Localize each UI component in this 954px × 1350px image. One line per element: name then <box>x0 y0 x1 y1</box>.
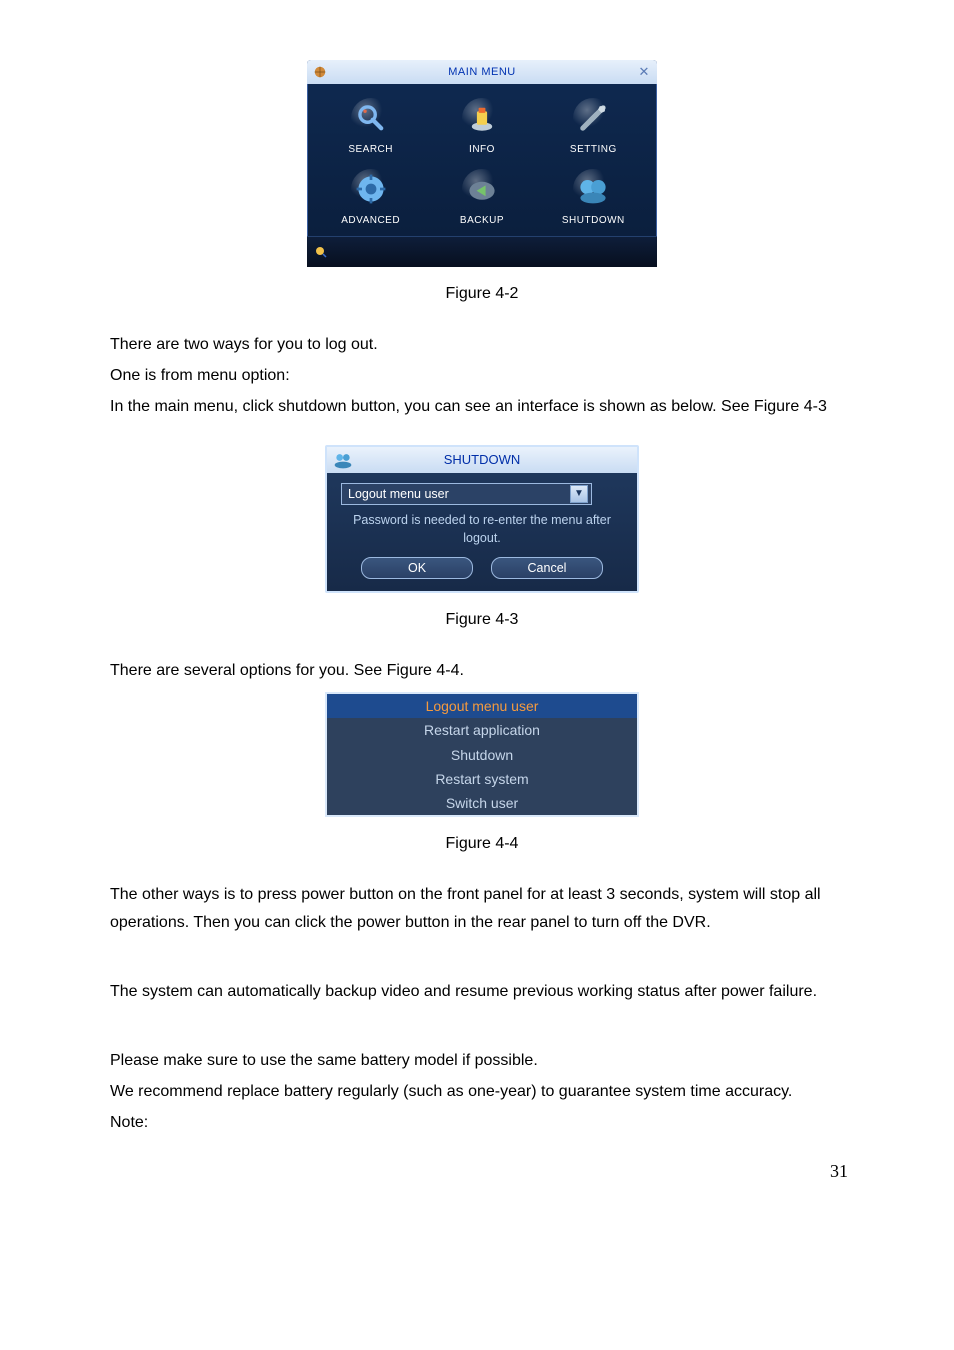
list-item-label: Logout menu user <box>426 698 539 714</box>
shutdown-message: Password is needed to re-enter the menu … <box>341 511 623 547</box>
list-item[interactable]: Shutdown <box>327 743 637 767</box>
text-line: Please make sure to use the same battery… <box>110 1047 854 1074</box>
menu-label: SHUTDOWN <box>562 215 625 226</box>
shutdown-option-select[interactable]: Logout menu user ▼ <box>341 483 592 505</box>
shutdown-icon <box>573 169 613 209</box>
text-line: In the main menu, click shutdown button,… <box>110 393 854 420</box>
options-list: Logout menu user Restart application Shu… <box>325 692 639 817</box>
text-line: One is from menu option: <box>110 362 854 389</box>
menu-item-info[interactable]: INFO <box>426 98 537 155</box>
menu-label: ADVANCED <box>341 215 400 226</box>
main-menu-title: MAIN MENU <box>329 66 635 78</box>
app-icon <box>311 63 329 81</box>
menu-item-backup[interactable]: BACKUP <box>426 169 537 226</box>
paragraph-logout-intro: There are two ways for you to log out. O… <box>110 331 854 421</box>
cancel-button[interactable]: Cancel <box>491 557 603 579</box>
menu-item-shutdown[interactable]: SHUTDOWN <box>538 169 649 226</box>
list-item-label: Restart application <box>424 722 540 738</box>
menu-item-search[interactable]: SEARCH <box>315 98 426 155</box>
close-icon[interactable]: ✕ <box>635 63 653 81</box>
main-menu-grid: SEARCH INFO SETTING <box>307 84 657 236</box>
main-menu-window: MAIN MENU ✕ SEARCH INFO <box>307 60 657 267</box>
list-item[interactable]: Restart system <box>327 767 637 791</box>
shutdown-window: SHUTDOWN Logout menu user ▼ Password is … <box>325 445 639 593</box>
page-number: 31 <box>110 1161 854 1182</box>
list-item[interactable]: Switch user <box>327 791 637 815</box>
main-menu-titlebar: MAIN MENU ✕ <box>307 60 657 84</box>
menu-label: SETTING <box>570 144 617 155</box>
list-item[interactable]: Logout menu user <box>327 694 637 718</box>
paragraph-power-button: The other ways is to press power button … <box>110 881 854 935</box>
figure-caption-4-3: Figure 4-3 <box>110 611 854 629</box>
info-icon <box>462 98 502 138</box>
ok-button[interactable]: OK <box>361 557 473 579</box>
list-item[interactable]: Restart application <box>327 718 637 742</box>
backup-icon <box>462 169 502 209</box>
menu-label: INFO <box>469 144 495 155</box>
advanced-icon <box>351 169 391 209</box>
text-line: We recommend replace battery regularly (… <box>110 1078 854 1105</box>
menu-item-setting[interactable]: SETTING <box>538 98 649 155</box>
paragraph-battery: Please make sure to use the same battery… <box>110 1047 854 1137</box>
select-value: Logout menu user <box>348 487 449 501</box>
chevron-down-icon: ▼ <box>570 485 588 503</box>
figure-caption-4-2: Figure 4-2 <box>110 285 854 303</box>
main-menu-footer <box>307 236 657 267</box>
button-label: Cancel <box>528 561 567 575</box>
text-line: There are two ways for you to log out. <box>110 331 854 358</box>
paragraph-auto-backup: The system can automatically backup vide… <box>110 978 854 1005</box>
menu-item-advanced[interactable]: ADVANCED <box>315 169 426 226</box>
setting-icon <box>573 98 613 138</box>
shutdown-titlebar: SHUTDOWN <box>327 447 637 473</box>
hint-icon <box>315 246 327 258</box>
search-icon <box>351 98 391 138</box>
button-label: OK <box>408 561 426 575</box>
list-item-label: Shutdown <box>451 747 513 763</box>
figure-caption-4-4: Figure 4-4 <box>110 835 854 853</box>
list-item-label: Restart system <box>435 771 528 787</box>
menu-label: BACKUP <box>460 215 504 226</box>
list-item-label: Switch user <box>446 795 518 811</box>
paragraph-options-intro: There are several options for you. See F… <box>110 657 854 684</box>
menu-label: SEARCH <box>348 144 393 155</box>
shutdown-title: SHUTDOWN <box>333 452 631 467</box>
text-line: Note: <box>110 1109 854 1136</box>
